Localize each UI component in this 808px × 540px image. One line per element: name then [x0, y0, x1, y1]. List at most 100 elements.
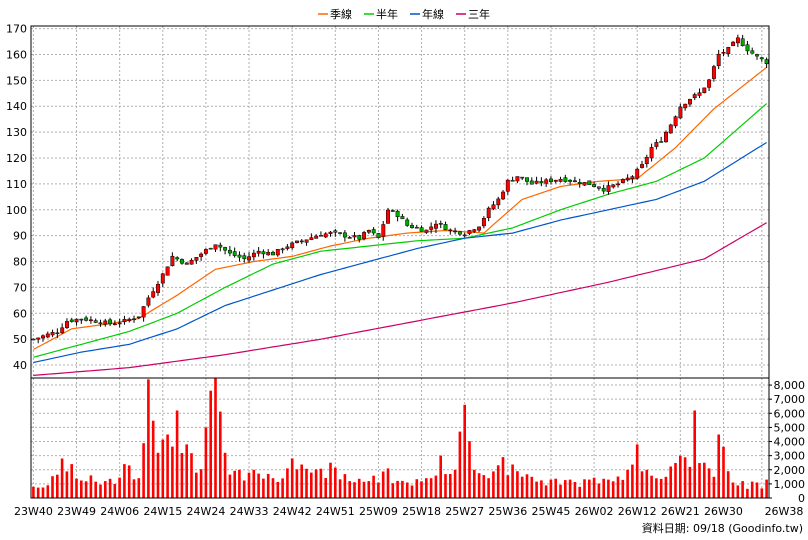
volume-bar	[199, 469, 203, 498]
volume-bar	[137, 478, 141, 498]
volume-bar	[195, 472, 198, 498]
candle-body	[386, 209, 390, 224]
candle-body	[477, 226, 482, 231]
volume-bar	[750, 481, 754, 498]
volume-bar	[760, 488, 764, 498]
candle-body	[319, 235, 323, 237]
volume-bar	[564, 480, 567, 498]
candle-body	[472, 229, 477, 232]
volume-bar	[616, 476, 620, 498]
moving-average-layer	[33, 66, 767, 376]
candles-layer	[31, 34, 769, 344]
volume-bar	[568, 479, 572, 498]
volume-bar	[391, 483, 395, 498]
candle-body	[395, 210, 400, 218]
candle-body	[438, 223, 443, 225]
candle-body	[481, 218, 486, 227]
volume-tick-label: 2,000	[774, 464, 806, 477]
volume-bar	[151, 420, 155, 498]
volume-bar	[252, 469, 256, 498]
volume-bar	[544, 485, 548, 498]
volume-bar	[434, 475, 438, 498]
candle-body	[127, 318, 132, 322]
volume-bar	[242, 480, 246, 498]
volume-bar	[703, 462, 706, 498]
price-tick-label: 50	[13, 333, 27, 346]
volume-bar	[104, 481, 107, 498]
candle-body	[199, 253, 204, 257]
volume-bar	[549, 479, 553, 498]
legend-entry: 年線	[422, 7, 444, 21]
candle-body	[505, 179, 510, 192]
volume-bar	[559, 484, 562, 498]
volume-bar	[41, 487, 45, 498]
volume-bar	[175, 410, 179, 498]
volume-bar	[755, 482, 759, 498]
candle-body	[582, 182, 587, 186]
candle-body	[362, 232, 367, 240]
candle-body	[242, 255, 247, 260]
volume-bar	[712, 476, 716, 498]
candle-body	[342, 232, 347, 238]
volume-bar	[108, 478, 112, 498]
volume-bar	[60, 458, 64, 498]
candle-body	[88, 319, 93, 322]
volume-bar	[473, 469, 476, 498]
volume-bar	[592, 477, 596, 498]
time-tick-label: 25W09	[359, 505, 398, 518]
volume-bar	[731, 482, 735, 498]
candle-body	[702, 87, 707, 94]
candle-body	[539, 181, 544, 184]
candle-body	[759, 57, 764, 60]
candle-body	[376, 233, 381, 239]
candle-body	[117, 322, 122, 325]
time-tick-label: 23W49	[57, 505, 96, 518]
volume-bar	[492, 471, 495, 498]
volume-bar	[266, 473, 270, 498]
candle-body	[625, 177, 630, 181]
ma-line-季線	[33, 66, 767, 351]
candle-body	[467, 230, 472, 234]
volume-bar	[597, 483, 601, 498]
candle-body	[323, 233, 328, 238]
volume-bar	[353, 482, 356, 498]
candle-body	[549, 178, 553, 183]
candle-body	[285, 246, 290, 249]
candle-body	[510, 180, 515, 182]
volume-tick-label: 0	[798, 492, 805, 505]
candle-body	[280, 248, 285, 251]
candle-body	[55, 332, 60, 335]
candle-body	[141, 306, 146, 318]
candle-body	[414, 226, 419, 229]
candle-body	[194, 257, 199, 261]
time-tick-label: 26W02	[575, 505, 614, 518]
candle-body	[529, 180, 534, 185]
candle-body	[611, 184, 616, 188]
candle-body	[630, 176, 635, 180]
volume-bar	[324, 478, 327, 498]
time-tick-label: 25W36	[488, 505, 527, 518]
volume-bar	[520, 476, 524, 498]
time-tick-label: 26W30	[704, 505, 743, 518]
ma-line-半年	[33, 103, 767, 358]
price-panel-frame	[30, 25, 770, 379]
volume-bar	[51, 476, 54, 498]
volume-tick-label: 1,000	[774, 478, 806, 491]
candle-body	[688, 98, 692, 105]
volume-bar	[56, 474, 59, 498]
volume-bar	[118, 477, 121, 498]
candle-body	[419, 227, 424, 232]
volume-bar	[717, 434, 720, 498]
volume-bar	[276, 481, 280, 498]
candle-body	[553, 179, 558, 182]
volume-bar	[511, 464, 514, 498]
candle-body	[711, 66, 716, 79]
volume-bar	[209, 390, 212, 498]
candle-body	[74, 318, 79, 323]
candle-body	[160, 273, 165, 284]
legend: 季線 半年 年線 三年	[318, 7, 490, 21]
candle-body	[309, 237, 314, 240]
candle-body	[601, 187, 606, 192]
candle-body	[635, 168, 640, 179]
candle-body	[261, 251, 266, 255]
